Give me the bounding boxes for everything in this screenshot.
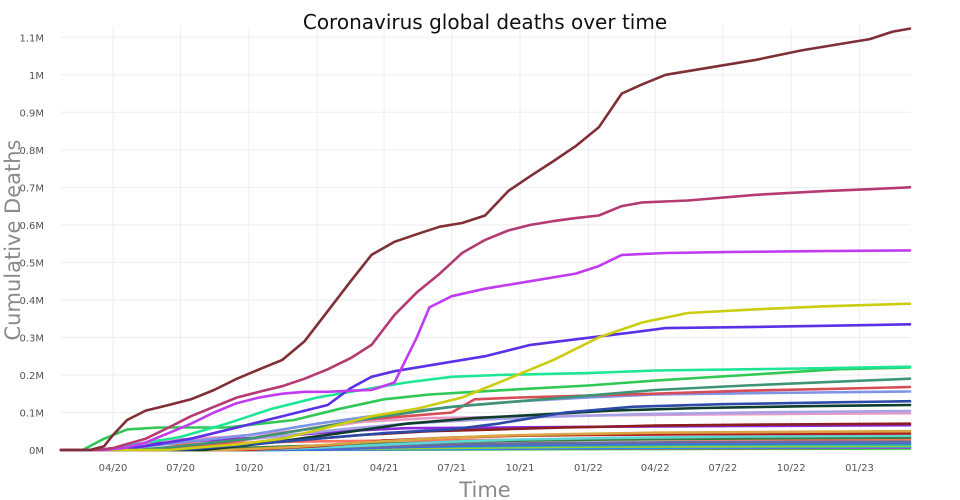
x-tick-label: 07/20: [166, 463, 195, 474]
y-tick-label: 1.1M: [19, 33, 44, 44]
y-tick-label: 0.2M: [19, 371, 44, 382]
y-tick-label: 0.7M: [19, 183, 44, 194]
x-tick-label: 10/20: [235, 463, 264, 474]
x-tick-label: 07/22: [708, 463, 737, 474]
y-tick-label: 0.5M: [19, 258, 44, 269]
series-line[interactable]: [59, 377, 912, 452]
series-line[interactable]: [59, 249, 912, 452]
series-line[interactable]: [59, 27, 912, 452]
grid-layer: [61, 26, 910, 451]
y-tick-label: 0.6M: [19, 221, 44, 232]
y-axis-title: Cumulative Deaths: [1, 140, 25, 341]
y-tick-label: 0.4M: [19, 296, 44, 307]
series-line[interactable]: [59, 429, 912, 452]
x-tick-label: 10/22: [777, 463, 806, 474]
series-layer: [59, 27, 912, 452]
y-tick-label: 0.8M: [19, 146, 44, 157]
x-tick-label: 04/22: [641, 463, 670, 474]
series-line[interactable]: [59, 366, 912, 452]
x-tick-label: 01/21: [303, 463, 332, 474]
tick-layer: 0M 0.1M 0.2M 0.3M 0.4M 0.5M 0.6M 0.7M 0.8M 0.9M 1M…: [19, 33, 873, 474]
x-tick-label: 04/21: [370, 463, 399, 474]
y-tick-label: 0M: [29, 446, 44, 457]
series-line[interactable]: [59, 186, 912, 452]
x-tick-label: 04/20: [99, 463, 128, 474]
series-line[interactable]: [59, 302, 912, 452]
y-tick-label: 0.1M: [19, 408, 44, 419]
x-tick-label: 01/22: [574, 463, 603, 474]
y-tick-label: 0.3M: [19, 333, 44, 344]
chart-title: Coronavirus global deaths over time: [303, 10, 667, 34]
y-tick-label: 1M: [29, 71, 44, 82]
x-axis-title: Time: [458, 478, 510, 500]
x-tick-label: 10/21: [506, 463, 535, 474]
y-tick-label: 0.9M: [19, 108, 44, 119]
x-tick-label: 07/21: [437, 463, 466, 474]
series-line[interactable]: [59, 322, 912, 452]
x-tick-label: 01/23: [845, 463, 874, 474]
